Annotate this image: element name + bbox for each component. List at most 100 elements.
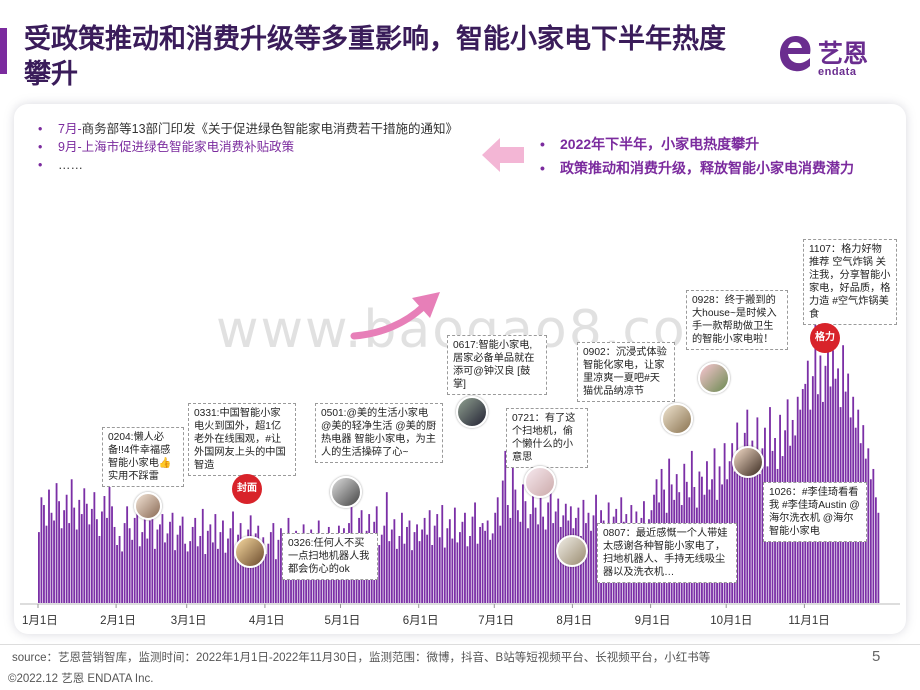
bar xyxy=(504,450,507,603)
bar xyxy=(38,532,40,603)
bar xyxy=(227,538,229,603)
avatar-0902 xyxy=(661,403,693,435)
endata-logo-mark-icon xyxy=(780,36,811,72)
bar xyxy=(438,537,441,603)
bar xyxy=(842,345,845,603)
bar xyxy=(133,517,136,603)
bar xyxy=(383,525,386,603)
bar xyxy=(519,521,522,603)
policy-date: 9月- xyxy=(58,140,82,154)
bar xyxy=(466,546,469,603)
bar xyxy=(136,511,139,603)
bar xyxy=(501,480,504,603)
title-accent-bar xyxy=(0,28,7,74)
bar xyxy=(209,524,212,603)
bar xyxy=(527,528,529,603)
bar xyxy=(264,554,267,603)
page-number: 5 xyxy=(872,648,881,665)
bar xyxy=(406,526,408,603)
bar xyxy=(143,515,146,603)
avatar-0721 xyxy=(524,466,556,498)
bar xyxy=(214,514,217,603)
bar xyxy=(269,532,272,603)
policy-item: 9月-上海市促进绿色智能家电消费补贴政策 xyxy=(38,138,468,156)
avatar-0807 xyxy=(556,535,588,567)
bar xyxy=(85,503,88,603)
callout-0928: 0928：终于搬到的大house~是时候入手一款帮助做卫生的智能小家电啦！ xyxy=(686,290,788,350)
bar xyxy=(123,523,126,603)
bar xyxy=(98,535,101,603)
bar xyxy=(443,547,446,603)
bar xyxy=(413,532,416,603)
x-tick-label: 9月1日 xyxy=(635,615,671,627)
bar xyxy=(547,502,550,603)
bar xyxy=(544,529,547,603)
bar xyxy=(867,448,870,603)
bar xyxy=(126,506,129,603)
bar xyxy=(539,487,542,603)
bar xyxy=(186,551,189,603)
bar xyxy=(532,494,534,603)
bar xyxy=(446,528,449,603)
bar xyxy=(411,550,413,603)
bar xyxy=(166,533,169,603)
bar xyxy=(151,508,154,603)
callout-0501: 0501:@美的生活小家电 @美的轻净生活 @美的厨热电器 智能小家电，为主人的… xyxy=(315,403,443,463)
bar xyxy=(206,530,209,603)
bar xyxy=(509,517,512,603)
x-tick-label: 8月1日 xyxy=(556,615,592,627)
bar xyxy=(416,524,418,603)
callout-0326: 0326:任何人不买一点扫地机器人我都会伤心的ok xyxy=(282,533,378,580)
bar xyxy=(590,530,592,603)
bar xyxy=(580,535,582,603)
bar xyxy=(537,524,539,603)
bar xyxy=(595,494,597,603)
avatar-0928 xyxy=(698,362,730,394)
policy-text: 商务部等13部门印发《关于促进绿色智能家电消费若干措施的通知》 xyxy=(81,122,459,136)
bar xyxy=(832,350,834,603)
bar xyxy=(874,497,877,603)
bar xyxy=(176,534,179,603)
logo-subtext: endata xyxy=(818,66,857,78)
bar xyxy=(70,479,73,603)
bar xyxy=(451,538,454,603)
bar xyxy=(146,538,149,603)
bar xyxy=(476,543,479,603)
bar xyxy=(484,530,487,603)
bar xyxy=(479,526,481,603)
bar xyxy=(73,507,76,603)
bar xyxy=(385,492,388,603)
bar xyxy=(469,535,471,603)
footer-divider xyxy=(0,644,920,645)
bar xyxy=(43,505,45,603)
policy-text: …… xyxy=(58,158,83,172)
bar xyxy=(116,545,118,603)
bar xyxy=(40,497,43,603)
bar xyxy=(101,511,103,603)
bar xyxy=(90,508,93,603)
bar xyxy=(806,360,809,603)
bar xyxy=(305,557,308,603)
bar xyxy=(403,543,406,603)
bar xyxy=(819,355,822,603)
bar xyxy=(224,552,227,603)
bar xyxy=(181,516,184,603)
bar xyxy=(524,501,527,603)
bar xyxy=(549,492,552,603)
bar xyxy=(758,474,761,603)
bar xyxy=(272,523,275,603)
bar xyxy=(159,524,161,603)
bar xyxy=(751,440,754,603)
bar xyxy=(330,560,333,603)
bar xyxy=(481,523,484,603)
bar xyxy=(827,329,829,603)
avatar-1026 xyxy=(732,446,764,478)
bar xyxy=(494,512,497,603)
bar xyxy=(585,523,587,603)
bar xyxy=(189,541,192,603)
bar xyxy=(441,505,444,603)
bar xyxy=(746,409,749,603)
bar xyxy=(592,515,595,603)
bar xyxy=(161,514,164,603)
bar xyxy=(65,494,68,603)
